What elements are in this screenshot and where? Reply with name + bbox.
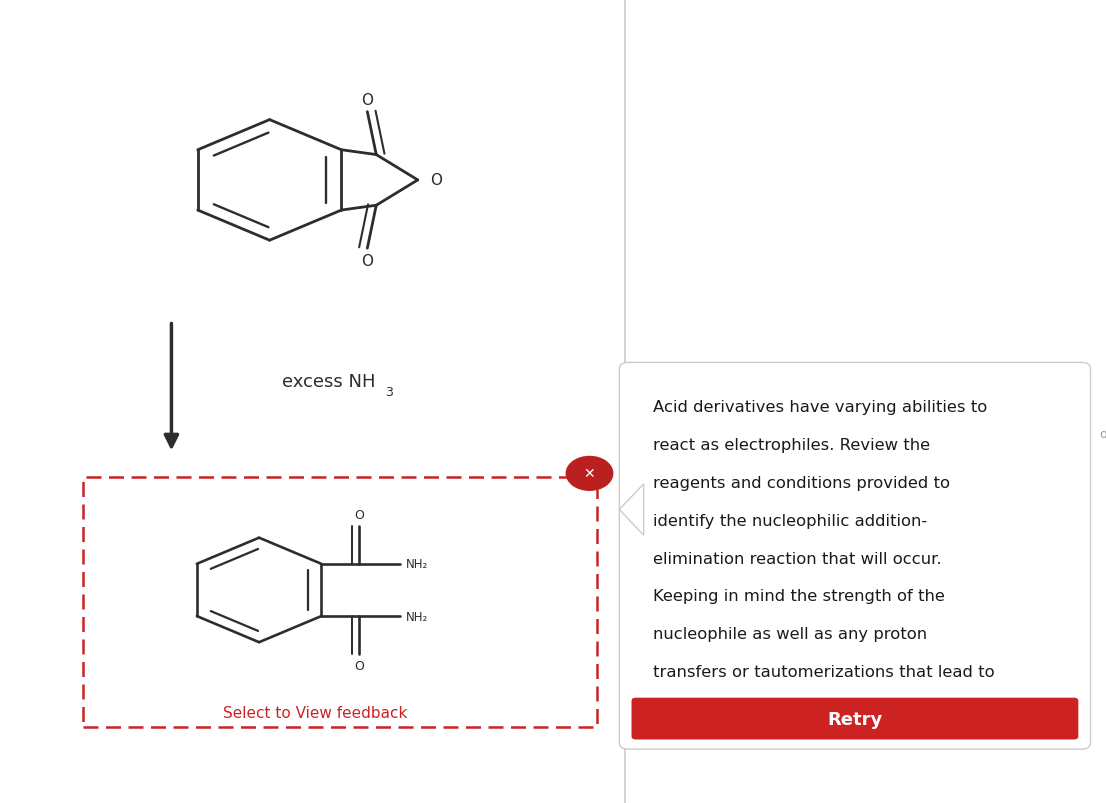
Text: 3: 3 [385,385,393,398]
Bar [83,478,597,727]
Text: excess NH: excess NH [282,373,376,390]
Text: O: O [354,659,364,672]
Text: reagents and conditions provided to: reagents and conditions provided to [653,475,950,491]
Text: Keeping in mind the strength of the: Keeping in mind the strength of the [653,589,945,604]
Text: nucleophile as well as any proton: nucleophile as well as any proton [653,626,927,642]
Text: O: O [362,254,374,268]
Text: O: O [430,173,442,188]
Text: transfers or tautomerizations that lead to: transfers or tautomerizations that lead … [653,664,994,679]
Circle shape [566,457,613,491]
Text: react as electrophiles. Review the: react as electrophiles. Review the [653,438,930,453]
Text: Select to View feedback: Select to View feedback [223,706,407,720]
Polygon shape [619,484,644,536]
FancyBboxPatch shape [619,363,1091,749]
Text: Acid derivatives have varying abilities to: Acid derivatives have varying abilities … [653,400,987,415]
Text: Retry: Retry [827,710,883,728]
Text: O: O [362,93,374,108]
Text: ✕: ✕ [584,467,595,481]
Text: o: o [1099,427,1106,440]
Text: NH₂: NH₂ [406,557,428,571]
Text: elimination reaction that will occur.: elimination reaction that will occur. [653,551,941,566]
Text: the final product.: the final product. [653,702,793,717]
FancyBboxPatch shape [632,698,1078,740]
Text: NH₂: NH₂ [406,609,428,623]
Text: O: O [354,508,364,521]
Text: identify the nucleophilic addition-: identify the nucleophilic addition- [653,513,927,528]
